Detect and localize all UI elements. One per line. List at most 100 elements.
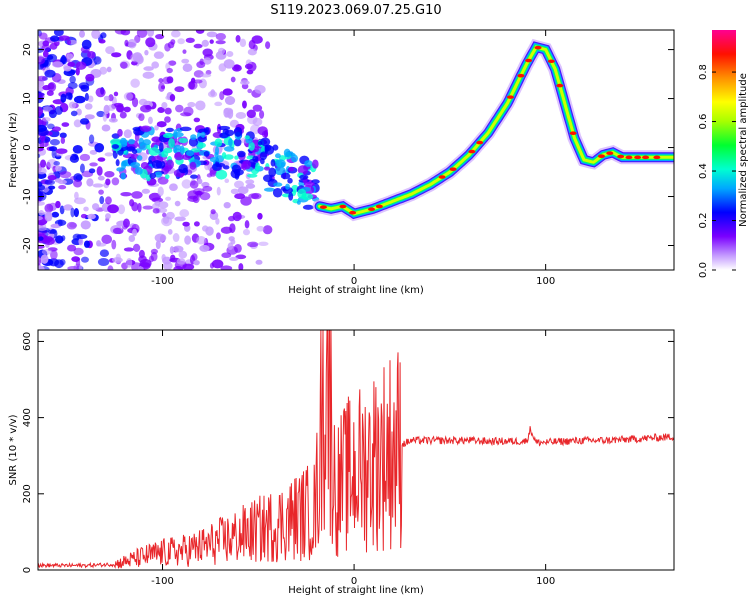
heatmap-cell: [288, 166, 295, 172]
heatmap-cell: [49, 139, 60, 146]
heatmap-cell: [93, 56, 102, 65]
heatmap-cell: [123, 92, 134, 101]
heatmap-cell: [164, 107, 172, 115]
heatmap-cell: [103, 95, 110, 101]
heatmap-cell: [215, 40, 226, 45]
heatmap-cell: [38, 32, 48, 40]
heatmap-cell: [83, 206, 89, 212]
heatmap-cell: [65, 92, 73, 100]
heatmap-cell: [73, 179, 83, 188]
ridge-peak: [653, 155, 661, 160]
heatmap-cell: [163, 147, 173, 154]
heatmap-cell: [193, 221, 200, 227]
heatmap-cell: [226, 50, 234, 57]
heatmap-cell: [151, 61, 160, 69]
heatmap-cell: [199, 73, 212, 78]
heatmap-cell: [260, 137, 271, 146]
y-tick-label: 200: [22, 484, 33, 503]
heatmap-cell: [57, 219, 63, 227]
heatmap-cell: [234, 243, 242, 253]
ridge-peak: [319, 205, 327, 209]
heatmap-cell: [70, 110, 78, 117]
heatmap-cell: [218, 125, 231, 131]
chart-title: S119.2023.069.07.25.G10: [270, 3, 441, 18]
heatmap-cell: [229, 223, 236, 234]
heatmap-cell: [216, 232, 221, 240]
heatmap-cell: [182, 263, 195, 270]
heatmap-cell: [105, 196, 112, 205]
heatmap-cell: [38, 201, 45, 206]
heatmap-cell: [169, 246, 175, 255]
heatmap-cell: [215, 146, 220, 156]
heatmap-cell: [146, 143, 151, 150]
heatmap-cell: [209, 156, 218, 163]
heatmap-cell: [165, 127, 174, 133]
heatmap-cell: [187, 80, 198, 90]
heatmap-cell: [202, 185, 213, 192]
heatmap-cell: [46, 90, 54, 97]
heatmap-cell: [170, 254, 176, 261]
heatmap-cell: [79, 118, 90, 125]
heatmap-cell: [44, 203, 54, 213]
heatmap-cell: [274, 166, 286, 176]
heatmap-cell: [98, 189, 104, 195]
heatmap-cell: [139, 258, 152, 268]
heatmap-cell: [111, 52, 122, 58]
heatmap-noise-layer: [38, 30, 320, 270]
heatmap-cell: [38, 226, 47, 232]
heatmap-cell: [84, 114, 95, 120]
heatmap-cell: [117, 204, 126, 215]
heatmap-cell: [252, 117, 263, 127]
heatmap-cell: [151, 159, 163, 169]
heatmap-cell: [236, 150, 246, 158]
heatmap-cell: [157, 186, 164, 197]
heatmap-cell: [210, 89, 216, 97]
heatmap-cell: [235, 35, 241, 43]
heatmap-cell: [40, 254, 49, 264]
heatmap-cell: [190, 134, 197, 140]
heatmap-cell: [42, 117, 51, 122]
heatmap-cell: [254, 84, 266, 94]
heatmap-cell: [142, 205, 154, 210]
heatmap-cell: [230, 188, 239, 195]
heatmap-cell: [200, 131, 206, 138]
x-tick-label: 0: [351, 576, 357, 587]
heatmap-cell: [280, 172, 291, 180]
heatmap-cell: [288, 192, 294, 201]
heatmap-cell: [224, 178, 230, 184]
heatmap-cell: [231, 164, 241, 174]
heatmap-cell: [115, 253, 121, 262]
heatmap-cell: [172, 131, 184, 138]
heatmap-cell: [188, 137, 199, 147]
heatmap-cell: [40, 159, 47, 168]
heatmap-cell: [89, 149, 98, 155]
heatmap-cell: [283, 148, 291, 158]
ridge-peak: [569, 131, 577, 136]
heatmap-cell: [273, 182, 283, 187]
heatmap-cell: [66, 244, 77, 252]
heatmap-cell: [248, 141, 255, 151]
heatmap-cell: [168, 60, 177, 66]
heatmap-cell: [154, 124, 159, 131]
heatmap-cell: [262, 225, 273, 235]
heatmap-cell: [233, 126, 243, 137]
heatmap-cell: [60, 93, 67, 103]
heatmap-cell: [105, 178, 111, 186]
heatmap-cell: [199, 244, 210, 252]
snr-ticks: -100 0 100 0 200 400 600: [22, 330, 674, 587]
heatmap-cell: [146, 30, 155, 37]
heatmap-cell: [303, 181, 315, 187]
heatmap-cell: [193, 79, 203, 84]
ridge-peak: [625, 155, 633, 160]
heatmap-cell: [272, 188, 283, 198]
heatmap-cell: [38, 118, 43, 127]
heatmap-cell: [75, 61, 87, 70]
heatmap-cell: [244, 220, 250, 229]
heatmap-cell: [41, 249, 52, 255]
heatmap-cell: [111, 239, 117, 250]
heatmap-cell: [63, 204, 73, 211]
heatmap-cell: [158, 82, 165, 92]
heatmap-cell: [142, 71, 155, 79]
heatmap-cell: [76, 108, 82, 116]
